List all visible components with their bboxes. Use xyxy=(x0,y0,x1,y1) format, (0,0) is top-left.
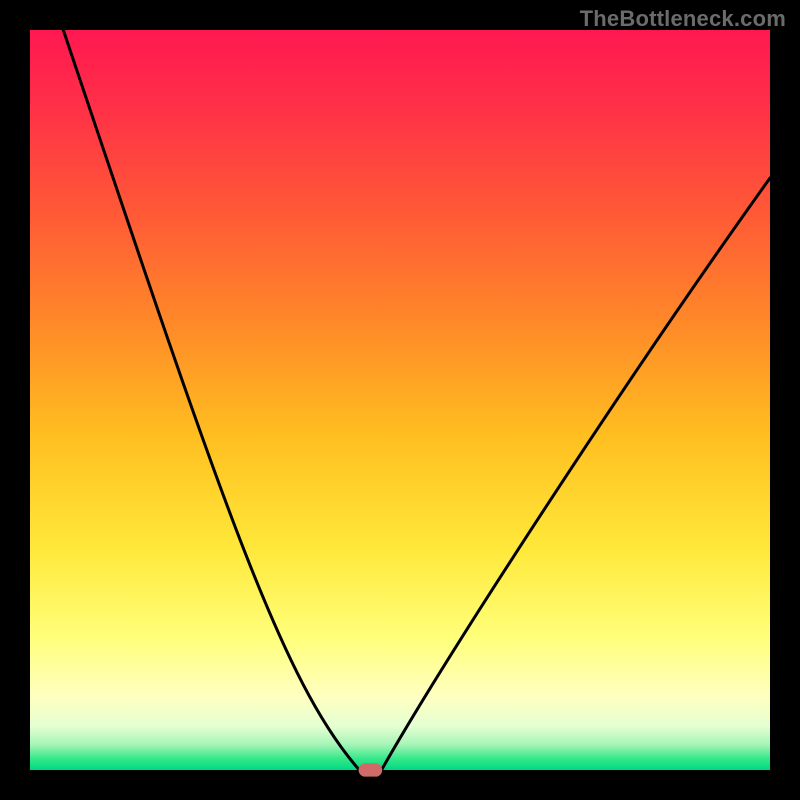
chart-container: TheBottleneck.com xyxy=(0,0,800,800)
optimal-marker xyxy=(359,763,383,776)
bottleneck-chart xyxy=(0,0,800,800)
plot-background xyxy=(30,30,770,770)
